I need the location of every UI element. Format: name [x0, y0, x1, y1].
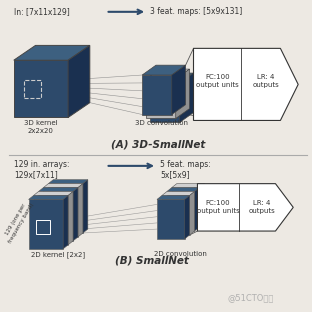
- Polygon shape: [157, 196, 190, 199]
- Polygon shape: [146, 79, 176, 119]
- Text: (A) 3D-SmallNet: (A) 3D-SmallNet: [111, 139, 205, 149]
- Polygon shape: [83, 180, 88, 233]
- Polygon shape: [172, 65, 186, 115]
- Polygon shape: [78, 184, 83, 237]
- Polygon shape: [43, 188, 78, 237]
- Polygon shape: [162, 192, 194, 196]
- Polygon shape: [167, 192, 194, 231]
- Polygon shape: [167, 188, 199, 192]
- Text: 3 feat. maps: [5x9x131]: 3 feat. maps: [5x9x131]: [150, 7, 242, 16]
- Text: 3D kernel
2x2x20: 3D kernel 2x2x20: [24, 120, 58, 134]
- Polygon shape: [185, 196, 190, 239]
- Polygon shape: [199, 184, 204, 227]
- Text: 129 in. arrays:
129x[7x11]: 129 in. arrays: 129x[7x11]: [14, 160, 69, 179]
- Polygon shape: [172, 184, 204, 188]
- Text: In: [7x11x129]: In: [7x11x129]: [14, 7, 70, 16]
- Text: LR: 4
outputs: LR: 4 outputs: [252, 75, 279, 88]
- Polygon shape: [38, 192, 73, 241]
- Polygon shape: [176, 69, 190, 119]
- Text: FC:100
output units: FC:100 output units: [197, 200, 240, 214]
- Polygon shape: [194, 188, 199, 231]
- Polygon shape: [63, 196, 68, 249]
- Polygon shape: [197, 184, 293, 231]
- Text: (B) SmallNet: (B) SmallNet: [115, 256, 189, 266]
- Polygon shape: [43, 184, 83, 188]
- Polygon shape: [142, 65, 186, 75]
- Polygon shape: [68, 192, 73, 245]
- Polygon shape: [150, 73, 193, 83]
- Polygon shape: [29, 196, 68, 199]
- Polygon shape: [172, 188, 199, 227]
- Polygon shape: [162, 196, 190, 235]
- Polygon shape: [33, 196, 68, 245]
- Polygon shape: [48, 180, 88, 184]
- Polygon shape: [157, 199, 185, 239]
- Polygon shape: [150, 83, 180, 122]
- Text: 2D kernel [2x2]: 2D kernel [2x2]: [31, 251, 85, 257]
- Text: 3D convolution: 3D convolution: [135, 120, 188, 126]
- Text: 2D convolution: 2D convolution: [154, 251, 207, 257]
- Polygon shape: [193, 48, 298, 120]
- Polygon shape: [146, 69, 190, 79]
- Polygon shape: [190, 192, 194, 235]
- Text: 5 feat. maps:
5x[5x9]: 5 feat. maps: 5x[5x9]: [160, 160, 211, 179]
- Polygon shape: [38, 188, 78, 192]
- Polygon shape: [29, 199, 63, 249]
- Text: @51CTO博客: @51CTO博客: [227, 293, 274, 302]
- Polygon shape: [142, 75, 172, 115]
- Polygon shape: [180, 73, 193, 122]
- Text: LR: 4
outputs: LR: 4 outputs: [249, 200, 275, 214]
- Polygon shape: [68, 46, 90, 118]
- Polygon shape: [14, 46, 90, 60]
- Polygon shape: [73, 188, 78, 241]
- Text: FC:100
output units: FC:100 output units: [196, 75, 239, 88]
- Polygon shape: [33, 192, 73, 196]
- Polygon shape: [14, 60, 68, 118]
- Polygon shape: [48, 184, 83, 233]
- Text: 129 (one per
frequency band): 129 (one per frequency band): [2, 199, 35, 244]
